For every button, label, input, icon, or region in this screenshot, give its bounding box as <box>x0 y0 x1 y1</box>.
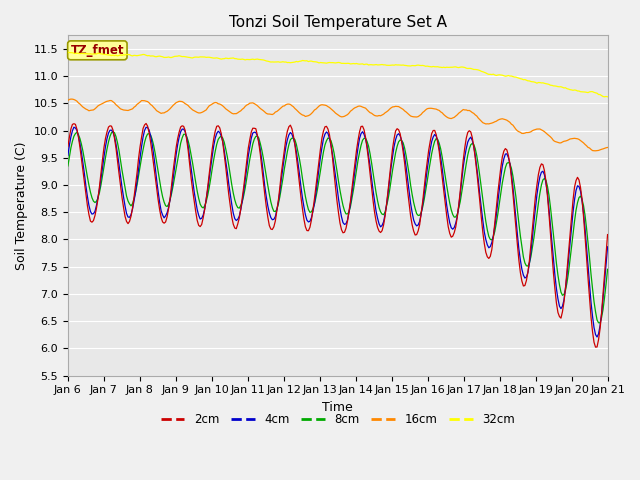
Y-axis label: Soil Temperature (C): Soil Temperature (C) <box>15 141 28 270</box>
X-axis label: Time: Time <box>323 401 353 414</box>
Title: Tonzi Soil Temperature Set A: Tonzi Soil Temperature Set A <box>228 15 447 30</box>
Legend: 2cm, 4cm, 8cm, 16cm, 32cm: 2cm, 4cm, 8cm, 16cm, 32cm <box>156 408 520 431</box>
Text: TZ_fmet: TZ_fmet <box>70 44 124 57</box>
